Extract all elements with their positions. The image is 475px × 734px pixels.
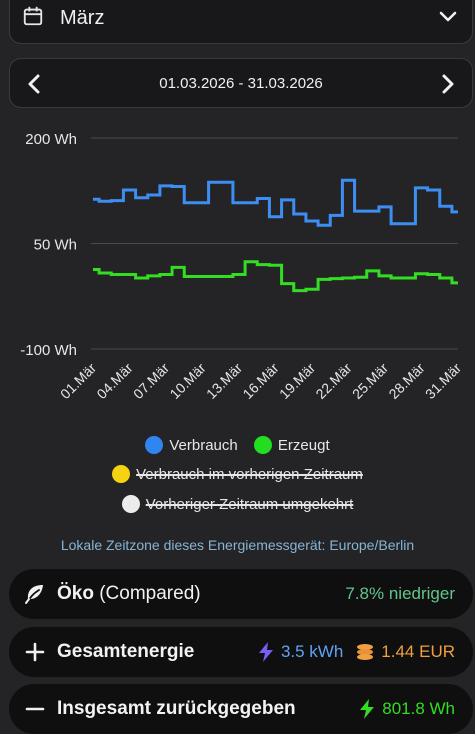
y-tick-label: -100 Wh — [20, 342, 77, 359]
erzeugt-dot-icon — [253, 436, 272, 454]
x-tick-label: 31.Mär — [422, 360, 464, 402]
x-tick-label: 04.Mär — [93, 360, 135, 402]
x-tick-label: 16.Mär — [239, 360, 281, 402]
coins-icon — [357, 644, 374, 660]
reversed-dot-icon — [121, 495, 140, 513]
zurueckgegeben-row[interactable]: Insgesamt zurückgegeben 801.8 Wh — [9, 684, 473, 734]
zurueckgegeben-values: 801.8 Wh — [358, 699, 455, 719]
gesamtenergie-energy: 3.5 kWh — [280, 642, 344, 661]
legend-item-verbrauch[interactable]: Verbrauch — [145, 436, 238, 454]
zurueckgegeben-title: Insgesamt zurückgegeben — [57, 698, 296, 720]
oeko-title: Öko (Compared) — [57, 583, 201, 605]
y-tick-label: 200 Wh — [25, 131, 77, 148]
series-line-verbrauch — [93, 178, 458, 227]
legend-row-3: Vorheriger Zeitraum umgekehrt — [0, 495, 475, 517]
x-tick-label: 07.Mär — [130, 360, 172, 402]
previous-period-dot-icon — [112, 465, 131, 483]
zurueckgegeben-energy: 801.8 Wh — [382, 699, 455, 718]
next-period-button[interactable] — [436, 73, 458, 95]
y-tick-label: 50 Wh — [34, 237, 77, 254]
legend-item-reversed[interactable]: Vorheriger Zeitraum umgekehrt — [121, 495, 354, 513]
month-label: März — [60, 7, 105, 29]
legend-verbrauch-label: Verbrauch — [169, 436, 238, 454]
calendar-icon — [23, 6, 43, 26]
oeko-title-bold: Öko — [57, 583, 94, 604]
x-tick-label: 22.Mär — [312, 360, 354, 402]
series-line-erzeugt — [93, 260, 458, 293]
gesamtenergie-title: Gesamtenergie — [57, 641, 194, 663]
verbrauch-dot-icon — [145, 436, 164, 454]
previous-period-button[interactable] — [24, 73, 46, 95]
energy-chart: 200 Wh 50 Wh -100 Wh 01.Mär04.Mär07.Mär10.… — [20, 131, 464, 402]
x-tick-label: 10.Mär — [166, 360, 208, 402]
date-range-label: 01.03.2026 - 31.03.2026 — [159, 75, 323, 92]
date-range-nav: 01.03.2026 - 31.03.2026 — [9, 58, 473, 108]
plus-icon[interactable] — [23, 640, 47, 664]
leaf-icon — [25, 585, 43, 604]
zurueckgegeben-title-text: Insgesamt zurückgegeben — [57, 698, 296, 719]
oeko-title-rest: (Compared) — [99, 583, 201, 604]
x-tick-label: 01.Mär — [57, 360, 99, 402]
minus-icon[interactable] — [23, 697, 47, 721]
x-tick-label: 13.Mär — [203, 360, 245, 402]
gesamtenergie-row[interactable]: Gesamtenergie 3.5 kWh 1.44 EUR — [9, 627, 473, 677]
legend-erzeugt-label: Erzeugt — [277, 436, 330, 454]
oeko-value: 7.8% niedriger — [345, 584, 455, 603]
lightning-icon — [360, 699, 375, 719]
month-select[interactable]: März — [9, 0, 473, 44]
gesamtenergie-values: 3.5 kWh 1.44 EUR — [257, 642, 455, 662]
legend-previous-label: Verbrauch im vorherigen Zeitraum — [136, 465, 363, 483]
legend-reversed-label: Vorheriger Zeitraum umgekehrt — [145, 495, 354, 513]
lightning-icon — [258, 642, 273, 662]
gesamtenergie-cost: 1.44 EUR — [381, 642, 455, 661]
x-tick-label: 25.Mär — [349, 360, 391, 402]
timezone-note: Lokale Zeitzone dieses Energiemessgerät:… — [60, 537, 415, 553]
oeko-row[interactable]: Öko (Compared) 7.8% niedriger — [9, 569, 473, 619]
legend-item-erzeugt[interactable]: Erzeugt — [253, 436, 330, 454]
x-tick-label: 19.Mär — [276, 360, 318, 402]
legend-row-2: Verbrauch im vorherigen Zeitraum — [0, 465, 475, 487]
chevron-down-icon[interactable] — [438, 7, 458, 27]
x-tick-label: 28.Mär — [385, 360, 427, 402]
legend-row-1: Verbrauch Erzeugt — [0, 436, 475, 458]
gesamtenergie-title-text: Gesamtenergie — [57, 641, 195, 662]
legend-item-previous-period[interactable]: Verbrauch im vorherigen Zeitraum — [112, 465, 363, 483]
